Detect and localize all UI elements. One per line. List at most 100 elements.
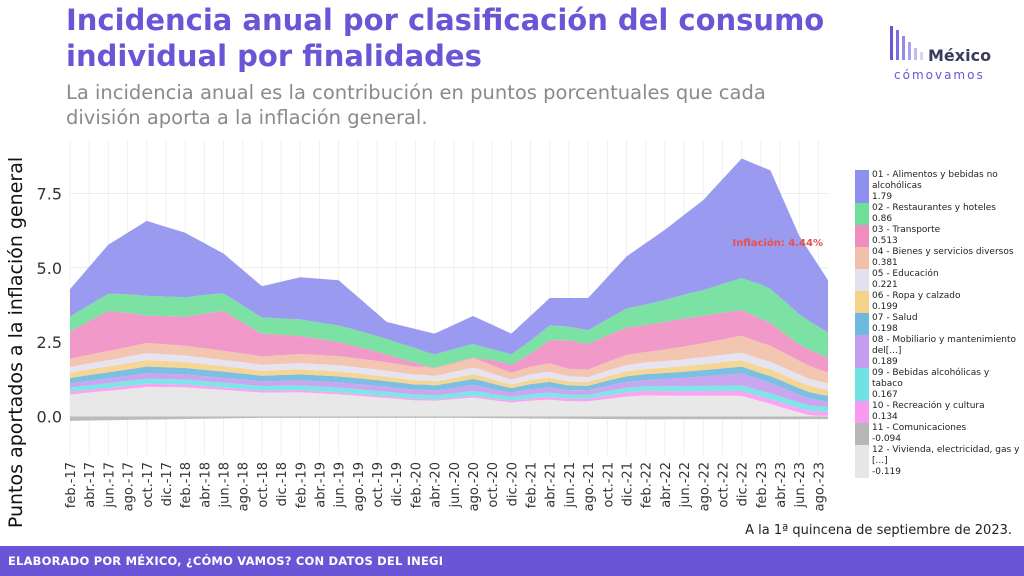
legend-value: 0.381 [872,258,898,268]
legend-label: 01 - Alimentos y bebidas no alcohólicas [872,170,998,191]
legend-item: 04 - Bienes y servicios diversos 0.381 [855,247,1020,269]
legend-value: 0.221 [872,280,898,290]
chart-svg: 0.0 2.5 5.0 7.5 feb.-17 abr.-17 jun.-17 ago.-17… [5,140,828,528]
legend-item: 12 - Vivienda, electricidad, gas y [...]… [855,445,1020,478]
legend-swatch [855,368,869,401]
x-tick-label: oct.-20 [486,462,501,508]
legend-swatch [855,401,869,423]
x-tick-label: feb.-19 [294,462,309,508]
series-area-5 [70,352,828,390]
legend-label: 06 - Ropa y calzado [872,291,961,301]
chart-subtitle: La incidencia anual es la contribución e… [66,81,766,129]
legend-value: 0.199 [872,302,898,312]
legend-label: 08 - Mobiliario y mantenimiento del[...] [872,335,1016,356]
y-axis-label: Puntos aportados a la inflación general [5,157,27,528]
x-tick-label: abr.-22 [659,462,674,508]
legend-value: 0.86 [872,214,893,224]
legend-item: 01 - Alimentos y bebidas no alcohólicas 1… [855,170,1020,203]
footer-credit: ELABORADO POR MÉXICO, ¿CÓMO VAMOS? CON D… [8,554,444,568]
series-area-1 [70,158,828,355]
series-area-8 [70,373,828,408]
x-tick-label: abr.-17 [83,462,98,508]
x-tick-label: ago.-20 [467,462,482,511]
y-tick-label: 0.0 [37,407,62,426]
x-tick-label: jun.-18 [218,462,233,508]
series-area-4 [70,335,828,384]
legend-item: 07 - Salud 0.198 [855,313,1020,335]
legend-swatch [855,335,869,368]
series-area-12 [70,386,828,417]
legend-swatch [855,313,869,335]
logo-word-mexico: México [928,46,992,65]
x-tick-label: jun.-22 [678,462,693,508]
legend-swatch [855,225,869,247]
x-tick-label: ago.-22 [697,462,712,511]
x-tick-label: feb.-18 [179,462,194,508]
x-tick-label: ago.-23 [812,462,827,511]
series-area-9 [70,378,828,412]
brand-logo: México cómovamos [884,22,1014,88]
legend-swatch [855,291,869,313]
x-tick-label: ago.-18 [237,462,252,511]
legend-label: 12 - Vivienda, electricidad, gas y [...] [872,445,1020,466]
legend-item: 03 - Transporte 0.513 [855,225,1020,247]
legend-swatch [855,445,869,478]
x-tick-label: feb.-20 [409,462,424,508]
x-tick-label: feb.-22 [640,462,655,508]
legend-value: 0.134 [872,412,898,422]
legend-value: 0.513 [872,236,898,246]
x-tick-label: oct.-17 [141,462,156,508]
legend-label: 05 - Educación [872,269,939,279]
legend-value: 0.189 [872,357,898,367]
x-tick-label: jun.-17 [102,462,117,508]
legend-label: 02 - Restaurantes y hoteles [872,203,996,213]
x-tick-label: dic.-19 [390,462,405,506]
legend-item: 11 - Comunicaciones -0.094 [855,423,1020,445]
x-tick-label: ago.-21 [582,462,597,511]
legend-item: 06 - Ropa y calzado 0.199 [855,291,1020,313]
x-tick-label: abr.-19 [313,462,328,508]
x-tick-label: dic.-18 [275,462,290,506]
series-area-11 [70,416,828,421]
x-tick-label: feb.-23 [755,462,770,508]
series-area-2 [70,278,828,368]
footer-note: A la 1ª quincena de septiembre de 2023. [745,523,1012,538]
legend-label: 10 - Recreación y cultura [872,401,985,411]
x-tick-label: abr.-20 [429,462,444,508]
legend-value: 0.198 [872,324,898,334]
x-tick-label: dic.-22 [736,462,751,506]
series-area-7 [70,366,828,402]
inflation-annotation: Inflación: 4.44% [732,237,823,249]
legend-value: 1.79 [872,192,893,202]
legend-item: 05 - Educación 0.221 [855,269,1020,291]
series-area-10 [70,383,828,416]
x-tick-label: oct.-18 [256,462,271,508]
x-tick-label: jun.-23 [793,462,808,508]
y-tick-label: 5.0 [37,259,62,278]
legend-swatch [855,170,869,203]
x-tick-label: jun.-21 [563,462,578,508]
legend-item: 09 - Bebidas alcohólicas y tabaco 0.167 [855,368,1020,401]
legend-item: 02 - Restaurantes y hoteles 0.86 [855,203,1020,225]
x-tick-label: feb.-17 [64,462,79,508]
footer-bar: ELABORADO POR MÉXICO, ¿CÓMO VAMOS? CON D… [0,546,1024,576]
legend-value: 0.167 [872,390,898,400]
x-tick-label: dic.-17 [160,462,175,506]
x-tick-label: ago.-17 [122,462,137,511]
x-tick-label: dic.-21 [621,462,636,506]
logo-bars-icon [890,26,923,60]
legend-item: 08 - Mobiliario y mantenimiento del[...]… [855,335,1020,368]
y-tick-label: 7.5 [37,184,62,203]
legend-swatch [855,423,869,445]
x-tick-label: abr.-21 [544,462,559,508]
legend-label: 11 - Comunicaciones [872,423,967,433]
legend-value: -0.094 [872,434,902,444]
legend-swatch [855,203,869,225]
series-area-3 [70,310,828,373]
legend-label: 09 - Bebidas alcohólicas y tabaco [872,368,990,389]
x-tick-label: oct.-21 [601,462,616,508]
legend-swatch [855,269,869,291]
chart-title: Incidencia anual por clasificación del c… [66,3,825,73]
series-area-6 [70,360,828,396]
logo-word-comovamos: cómovamos [894,68,985,82]
